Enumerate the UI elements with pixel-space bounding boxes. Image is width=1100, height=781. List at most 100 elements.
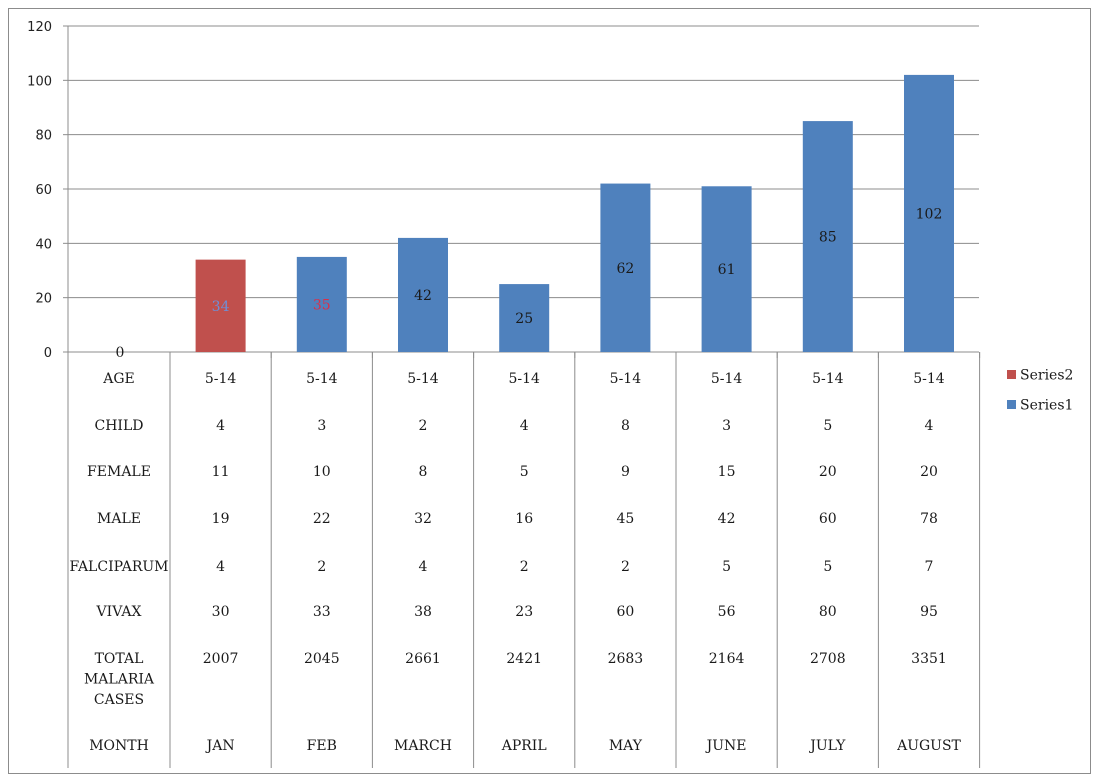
table-cell: 19 — [212, 511, 230, 527]
bar-series1-feb — [296, 256, 347, 352]
table-cell: 20 — [819, 464, 837, 480]
table-cell: 4 — [520, 418, 529, 434]
table-cell: 5 — [823, 559, 832, 575]
table-cell: 60 — [616, 604, 634, 620]
data-label: 61 — [718, 262, 736, 278]
y-tick-label: 20 — [35, 292, 52, 307]
table-cell: FEB — [307, 738, 337, 754]
table-cell: AUGUST — [896, 738, 961, 754]
data-label: 42 — [414, 288, 432, 304]
table-cell: MARCH — [394, 738, 452, 754]
table-cell: 23 — [515, 604, 533, 620]
bar-series1-april — [499, 284, 550, 352]
legend-entry: Series1 — [1020, 398, 1073, 414]
table-cell: 38 — [414, 604, 432, 620]
y-tick-label: 60 — [35, 183, 52, 198]
table-cell: 7 — [925, 559, 934, 575]
table-cell: 5 — [823, 418, 832, 434]
table-cell: 22 — [313, 511, 331, 527]
table-cell: 80 — [819, 604, 837, 620]
bar-series1-may — [600, 183, 651, 352]
legend-swatch — [1007, 400, 1016, 409]
table-cell: 2007 — [203, 651, 239, 667]
table-cell: 45 — [616, 511, 634, 527]
table-cell: 4 — [925, 418, 934, 434]
data-label: 34 — [212, 299, 230, 315]
legend-entry: Series2 — [1020, 368, 1073, 384]
data-label: 25 — [515, 311, 533, 327]
table-cell: 2661 — [405, 651, 441, 667]
table-cell: 15 — [718, 464, 736, 480]
table-cell: JUNE — [705, 738, 747, 754]
table-row-label: VIVAX — [96, 604, 142, 620]
table-cell: 30 — [212, 604, 230, 620]
table-cell: 2 — [621, 559, 630, 575]
table-cell: 2164 — [709, 651, 745, 667]
table-cell: 2 — [419, 418, 428, 434]
y-tick-label: 40 — [35, 237, 52, 252]
table-cell: 8 — [419, 464, 428, 480]
table-cell: 3351 — [911, 651, 947, 667]
table-cell: 78 — [920, 511, 938, 527]
table-cell: 2045 — [304, 651, 340, 667]
table-row-label: FEMALE — [87, 464, 151, 480]
table-cell: 10 — [313, 464, 331, 480]
table-cell: 95 — [920, 604, 938, 620]
table-cell: 42 — [718, 511, 736, 527]
table-row-label-line: MALARIA — [84, 672, 155, 688]
bar-series1-july — [802, 121, 853, 352]
table-cell: 5-14 — [306, 371, 338, 387]
bar-series1-june — [701, 186, 752, 352]
table-row-label: FALCIPARUM — [69, 559, 168, 575]
table-cell: 5-14 — [711, 371, 743, 387]
y-tick-label: 80 — [35, 129, 52, 144]
table-cell: 16 — [515, 511, 533, 527]
data-label: 35 — [313, 297, 331, 313]
table-cell: 56 — [718, 604, 736, 620]
table-row-label: MONTH — [89, 738, 149, 754]
table-cell: 5-14 — [205, 371, 237, 387]
table-cell: 32 — [414, 511, 432, 527]
table-cell: 5 — [722, 559, 731, 575]
table-cell: 5 — [520, 464, 529, 480]
table-cell: 5-14 — [812, 371, 844, 387]
data-label: 85 — [819, 230, 837, 246]
table-cell: 8 — [621, 418, 630, 434]
data-label: 102 — [916, 206, 943, 222]
table-cell: 3 — [722, 418, 731, 434]
table-row-label-line: CASES — [94, 692, 144, 708]
table-cell: 33 — [313, 604, 331, 620]
table-row-label: AGE — [102, 371, 135, 387]
data-label: 0 — [116, 345, 125, 361]
table-cell: 2 — [317, 559, 326, 575]
table-cell: JULY — [808, 738, 846, 754]
chart-frame — [8, 8, 1091, 774]
table-cell: 60 — [819, 511, 837, 527]
table-cell: 3 — [317, 418, 326, 434]
legend-swatch — [1007, 370, 1016, 379]
table-cell: 4 — [419, 559, 428, 575]
table-cell: JAN — [205, 738, 235, 754]
table-row-label: CHILD — [95, 418, 144, 434]
y-tick-label: 120 — [27, 20, 52, 35]
table-cell: 4 — [216, 418, 225, 434]
table-cell: 9 — [621, 464, 630, 480]
table-cell: 5-14 — [610, 371, 642, 387]
y-tick-label: 100 — [27, 74, 52, 89]
bar-series1-august — [904, 74, 954, 353]
y-tick-label: 0 — [44, 346, 52, 361]
table-cell: APRIL — [501, 738, 547, 754]
table-cell: 2708 — [810, 651, 846, 667]
table-cell: 2 — [520, 559, 529, 575]
table-cell: 20 — [920, 464, 938, 480]
table-cell: MAY — [609, 738, 643, 754]
bar-series1-march — [398, 237, 448, 352]
table-cell: 4 — [216, 559, 225, 575]
data-label: 62 — [616, 261, 634, 277]
table-cell: 5-14 — [407, 371, 439, 387]
table-cell: 2421 — [506, 651, 542, 667]
table-row-label-line: TOTAL — [95, 651, 144, 667]
bar-series2-jan — [195, 259, 246, 352]
table-cell: 5-14 — [508, 371, 540, 387]
